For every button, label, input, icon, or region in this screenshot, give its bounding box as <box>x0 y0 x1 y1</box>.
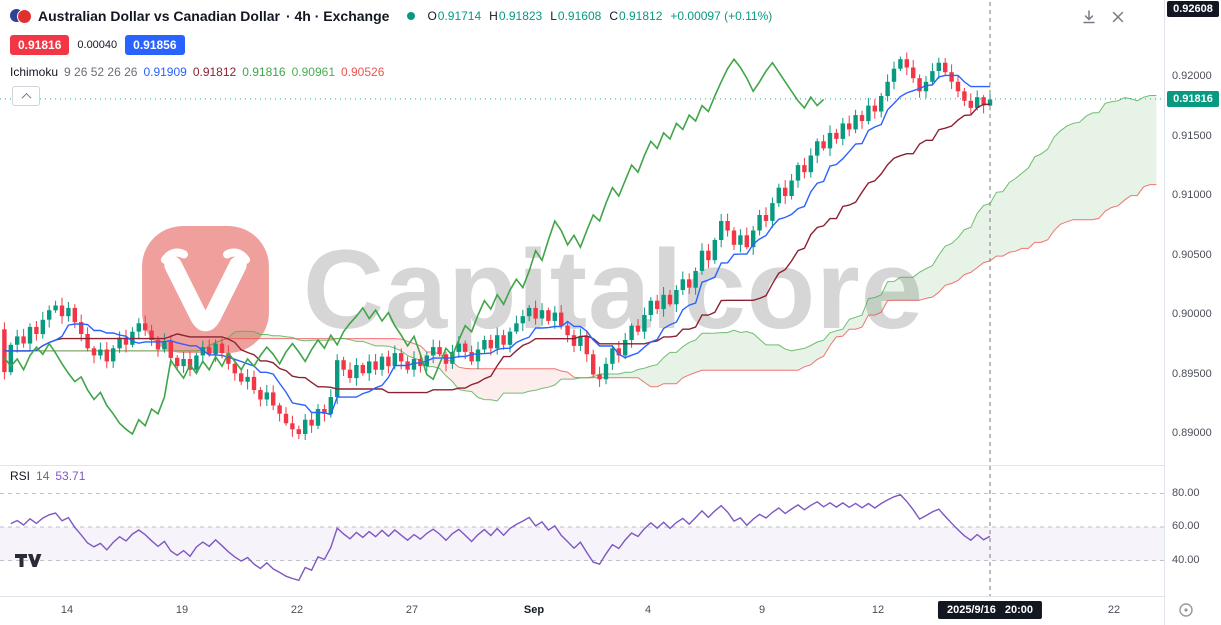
open-label: O <box>427 9 437 23</box>
time-axis-label: 14 <box>60 604 74 616</box>
crosshair-price-badge: 0.92608 <box>1167 1 1219 17</box>
time-axis-label: 27 <box>405 604 419 616</box>
time-axis-label: 22 <box>1107 604 1121 616</box>
current-price-badge: 0.91816 <box>1167 91 1219 107</box>
change-value: +0.00097 (+0.11%) <box>670 9 773 23</box>
chevron-up-icon <box>21 92 31 103</box>
close-value: 0.91812 <box>618 9 663 23</box>
pane-controls <box>1080 8 1127 26</box>
indicator-params: 9 26 52 26 26 <box>64 65 138 79</box>
crosshair-time-badge: 2025/9/16 20:00 <box>937 601 1043 619</box>
senkou-a-value: 0.90961 <box>291 65 335 79</box>
senkou-b-value: 0.90526 <box>341 65 385 79</box>
open-value: 0.91714 <box>437 9 482 23</box>
indicator-name: Ichimoku <box>10 65 59 79</box>
low-value: 0.91608 <box>557 9 602 23</box>
price-axis-label: 0.90000 <box>1172 308 1212 320</box>
collapse-legend-button[interactable] <box>12 86 40 106</box>
low-label: L <box>550 9 557 23</box>
high-value: 0.91823 <box>498 9 543 23</box>
chart-header: Australian Dollar vs Canadian Dollar · 4… <box>10 6 772 106</box>
tenkan-value: 0.91909 <box>143 65 187 79</box>
rsi-param: 14 <box>36 469 50 483</box>
price-axis[interactable]: 0.92608 0.91816 0.92000 0.91500 0.91000 0.9… <box>1164 0 1221 625</box>
buy-price-button[interactable]: 0.91856 <box>125 35 185 55</box>
close-icon[interactable] <box>1109 8 1127 26</box>
rsi-line <box>10 493 991 582</box>
close-label: C <box>609 9 618 23</box>
rsi-legend[interactable]: RSI 14 53.71 <box>10 469 85 483</box>
symbol-interval-exchange[interactable]: · 4h · Exchange <box>285 8 390 24</box>
time-axis[interactable]: 2025/9/16 20:00 14 19 22 27 Sep 4 9 12 22 <box>0 596 1221 625</box>
time-axis-label: 12 <box>871 604 885 616</box>
crosshair-date: 2025/9/16 <box>946 604 996 616</box>
sell-price-button[interactable]: 0.91816 <box>10 35 70 55</box>
symbol-pair-icon <box>10 8 32 24</box>
chikou-line <box>3 57 825 436</box>
time-axis-label: 19 <box>175 604 189 616</box>
price-axis-label: 0.89000 <box>1172 427 1212 439</box>
pane-separator[interactable] <box>0 465 1164 466</box>
symbol-row: Australian Dollar vs Canadian Dollar · 4… <box>10 6 772 26</box>
indicator-row[interactable]: Ichimoku 9 26 52 26 26 0.91909 0.91812 0… <box>10 65 772 79</box>
tradingview-logo[interactable] <box>14 552 46 573</box>
rsi-pane[interactable] <box>0 493 1164 582</box>
download-icon[interactable] <box>1080 8 1098 26</box>
crosshair-time: 20:00 <box>1004 604 1034 616</box>
main-pane[interactable] <box>0 52 1164 441</box>
bid-ask-row: 0.91816 0.00040 0.91856 <box>10 35 772 55</box>
rsi-value: 53.71 <box>55 469 86 483</box>
chikou-value: 0.91816 <box>242 65 286 79</box>
time-axis-label: Sep <box>523 604 545 616</box>
price-axis-label: 0.91000 <box>1172 189 1212 201</box>
spread-value: 0.00040 <box>77 39 118 51</box>
ohlc-values: O 0.91714 H 0.91823 L 0.91608 C 0.91812 +0.0… <box>427 9 772 23</box>
symbol-title[interactable]: Australian Dollar vs Canadian Dollar <box>38 8 280 24</box>
candles-layer <box>2 52 993 440</box>
rsi-axis-label: 60.00 <box>1172 520 1200 532</box>
market-status-dot <box>407 12 416 20</box>
rsi-axis-label: 80.00 <box>1172 486 1200 499</box>
rsi-axis-label: 40.00 <box>1172 553 1200 566</box>
price-axis-label: 0.89500 <box>1172 367 1212 380</box>
rsi-name: RSI <box>10 469 31 483</box>
target-crosshair-icon[interactable] <box>1177 601 1195 624</box>
price-axis-label: 0.90500 <box>1172 248 1212 261</box>
kijun-value: 0.91812 <box>192 65 237 79</box>
high-label: H <box>489 9 498 23</box>
ichimoku-cloud <box>196 95 1157 401</box>
price-axis-label: 0.91500 <box>1172 129 1212 142</box>
price-axis-label: 0.92000 <box>1172 70 1212 82</box>
time-axis-label: 22 <box>290 604 304 616</box>
time-axis-label: 4 <box>644 604 652 616</box>
time-axis-label: 9 <box>758 604 766 616</box>
